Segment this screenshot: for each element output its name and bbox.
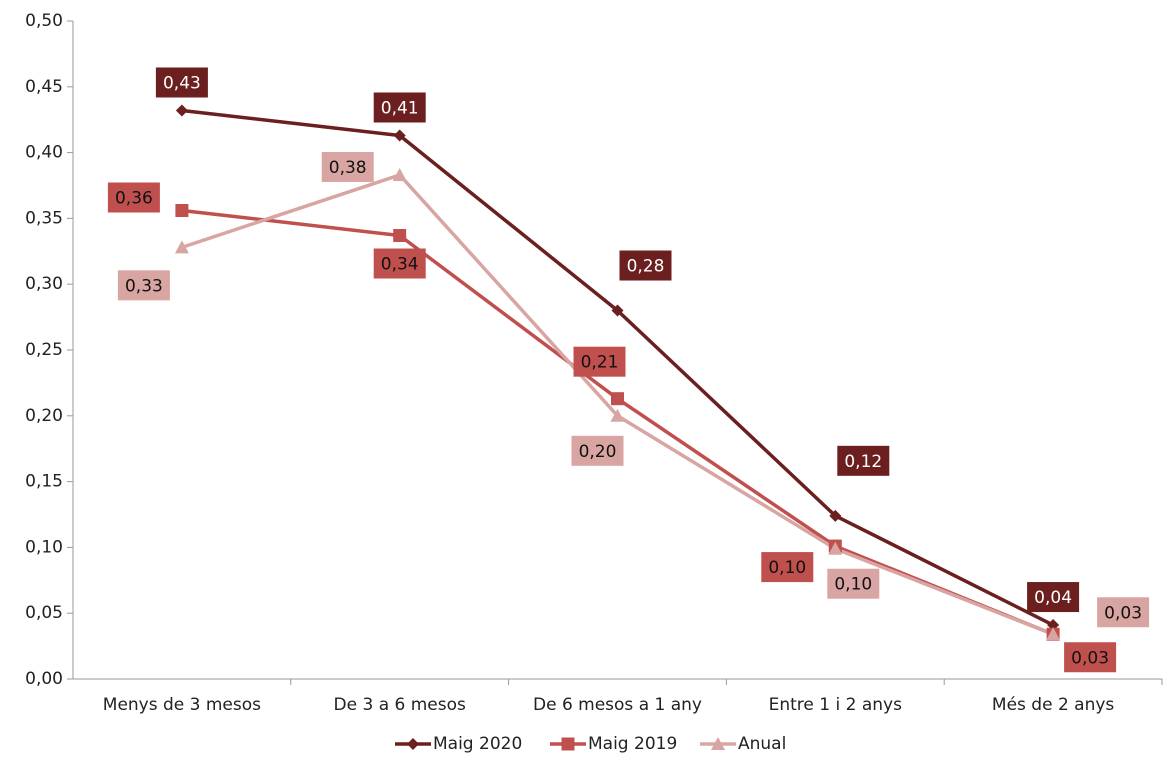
- legend-marker: [407, 738, 419, 750]
- data-label-box: [837, 445, 890, 476]
- legend-label: Maig 2020: [433, 734, 522, 754]
- data-label-box: [155, 67, 208, 98]
- y-tick-label: 0,25: [25, 340, 63, 360]
- data-point: [175, 204, 189, 218]
- data-label: 0,28: [627, 257, 665, 277]
- x-tick-label: Entre 1 i 2 anys: [769, 695, 902, 715]
- x-tick-label: De 3 a 6 mesos: [334, 695, 466, 715]
- x-tick-label: De 6 mesos a 1 any: [533, 695, 702, 715]
- data-label-box: [573, 346, 626, 377]
- y-tick-label: 0,50: [25, 11, 63, 31]
- y-tick-label: 0,00: [25, 669, 63, 689]
- legend-marker: [561, 737, 575, 751]
- data-label-box: [827, 568, 880, 599]
- data-point: [611, 392, 624, 406]
- data-label-box: [321, 151, 374, 182]
- data-point: [611, 304, 624, 317]
- data-point: [1046, 627, 1061, 641]
- data-point: [393, 229, 407, 243]
- data-label: 0,04: [1034, 588, 1072, 608]
- x-tick-label: Més de 2 anys: [992, 695, 1115, 715]
- data-point: [828, 541, 843, 555]
- data-point: [393, 129, 406, 142]
- y-tick-label: 0,40: [25, 143, 63, 163]
- data-label: 0,10: [834, 575, 872, 595]
- data-label-box: [1097, 597, 1150, 628]
- y-tick-label: 0,15: [25, 472, 63, 492]
- data-label: 0,12: [844, 452, 882, 472]
- y-tick-label: 0,30: [25, 274, 63, 294]
- data-label-box: [373, 92, 426, 123]
- data-label-box: [1027, 582, 1080, 613]
- y-tick-label: 0,05: [25, 603, 63, 623]
- legend-label: Anual: [738, 734, 786, 754]
- y-tick-label: 0,45: [25, 77, 63, 97]
- data-label-box: [761, 552, 814, 583]
- data-label-box: [571, 435, 624, 466]
- data-label-box: [373, 248, 426, 279]
- data-point: [174, 240, 189, 254]
- data-label: 0,21: [581, 353, 619, 373]
- y-tick-label: 0,10: [25, 537, 63, 557]
- data-point: [829, 509, 842, 522]
- legend-marker: [711, 737, 725, 750]
- data-label: 0,03: [1104, 603, 1142, 623]
- data-label: 0,38: [329, 158, 367, 178]
- data-label-box: [107, 182, 160, 213]
- data-point: [392, 167, 407, 181]
- y-tick-label: 0,35: [25, 208, 63, 228]
- data-label: 0,43: [163, 73, 201, 93]
- legend-label: Maig 2019: [588, 734, 677, 754]
- data-label-box: [1064, 642, 1117, 673]
- data-label: 0,33: [125, 276, 163, 296]
- data-label-box: [619, 250, 672, 281]
- series-line: [181, 208, 1054, 636]
- x-tick-label: Menys de 3 mesos: [103, 695, 261, 715]
- data-point: [175, 104, 188, 117]
- data-label: 0,10: [768, 558, 806, 578]
- data-label: 0,34: [381, 255, 419, 275]
- data-point: [610, 408, 625, 422]
- data-label: 0,36: [115, 189, 153, 209]
- data-label: 0,41: [381, 98, 419, 118]
- data-label: 0,03: [1071, 648, 1109, 668]
- data-label-box: [117, 270, 170, 301]
- data-label: 0,20: [579, 442, 617, 462]
- y-tick-label: 0,20: [25, 406, 63, 426]
